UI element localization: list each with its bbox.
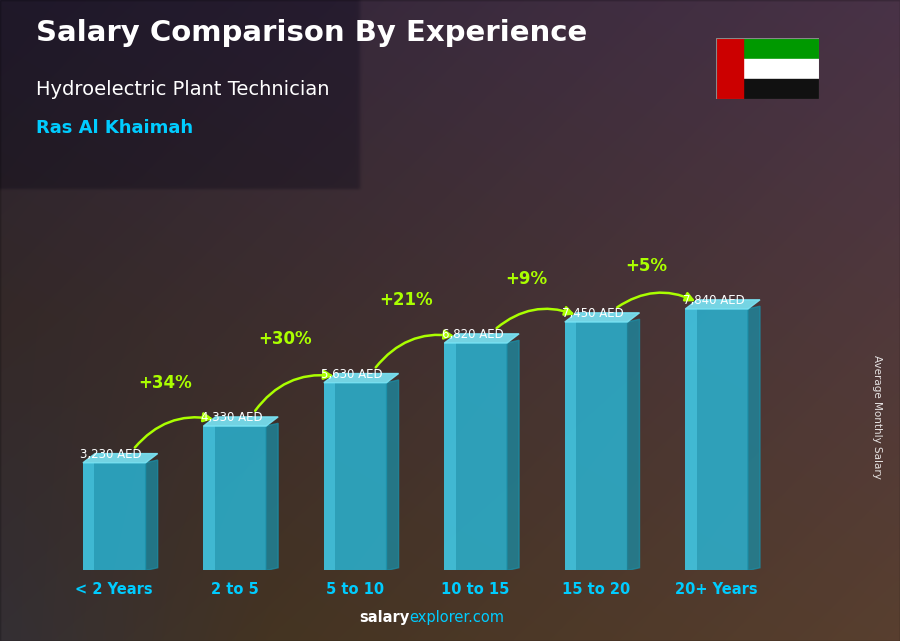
Text: 7,450 AED: 7,450 AED xyxy=(562,307,624,320)
Polygon shape xyxy=(507,340,519,570)
Polygon shape xyxy=(266,423,278,570)
Text: 4,330 AED: 4,330 AED xyxy=(201,412,263,424)
Text: +21%: +21% xyxy=(379,290,433,309)
FancyBboxPatch shape xyxy=(565,322,576,570)
Bar xyxy=(716,59,819,79)
FancyBboxPatch shape xyxy=(83,463,94,570)
Text: Salary Comparison By Experience: Salary Comparison By Experience xyxy=(36,19,587,47)
FancyBboxPatch shape xyxy=(203,426,266,570)
Bar xyxy=(716,38,819,59)
Text: +5%: +5% xyxy=(626,256,668,274)
Polygon shape xyxy=(324,374,399,383)
Polygon shape xyxy=(386,380,399,570)
Text: 5,630 AED: 5,630 AED xyxy=(321,368,382,381)
Polygon shape xyxy=(146,460,158,570)
Polygon shape xyxy=(203,417,278,426)
Bar xyxy=(716,38,743,99)
Text: Ras Al Khaimah: Ras Al Khaimah xyxy=(36,119,194,137)
Text: explorer.com: explorer.com xyxy=(410,610,505,625)
FancyBboxPatch shape xyxy=(445,343,507,570)
Text: Average Monthly Salary: Average Monthly Salary xyxy=(872,354,883,479)
Polygon shape xyxy=(748,306,760,570)
Text: 7,840 AED: 7,840 AED xyxy=(682,294,744,307)
Polygon shape xyxy=(685,300,760,309)
FancyBboxPatch shape xyxy=(445,343,455,570)
FancyBboxPatch shape xyxy=(685,309,748,570)
Text: Hydroelectric Plant Technician: Hydroelectric Plant Technician xyxy=(36,80,329,99)
FancyBboxPatch shape xyxy=(565,322,627,570)
Bar xyxy=(716,79,819,99)
Text: 6,820 AED: 6,820 AED xyxy=(442,328,503,342)
Polygon shape xyxy=(565,313,640,322)
FancyBboxPatch shape xyxy=(83,463,146,570)
Polygon shape xyxy=(445,334,519,343)
Text: +9%: +9% xyxy=(505,270,547,288)
FancyBboxPatch shape xyxy=(324,383,386,570)
Polygon shape xyxy=(83,454,158,463)
Text: +34%: +34% xyxy=(138,374,192,392)
Text: 3,230 AED: 3,230 AED xyxy=(80,448,142,461)
FancyBboxPatch shape xyxy=(203,426,215,570)
Text: +30%: +30% xyxy=(258,330,312,348)
Text: salary: salary xyxy=(359,610,410,625)
Polygon shape xyxy=(627,319,640,570)
FancyBboxPatch shape xyxy=(324,383,335,570)
FancyBboxPatch shape xyxy=(685,309,697,570)
